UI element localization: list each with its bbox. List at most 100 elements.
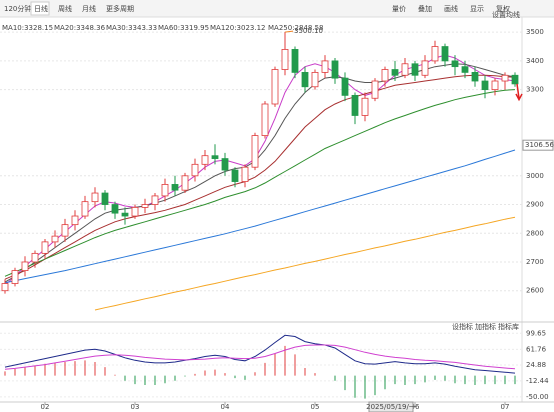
- candle-body: [371, 80, 379, 99]
- period-tab[interactable]: 周线: [58, 4, 72, 13]
- candle-body: [191, 163, 199, 177]
- legend-entry: MA10:3328.15: [2, 24, 53, 32]
- indicator-tool[interactable]: 指标库: [498, 322, 519, 331]
- candle-body: [121, 212, 129, 217]
- x-tick-label: 04: [221, 403, 230, 411]
- toolbar: [0, 0, 554, 17]
- candle-body: [431, 46, 439, 62]
- y-tick-label: -50.00: [526, 393, 549, 401]
- candle-body: [241, 166, 249, 182]
- candle-body: [321, 60, 329, 73]
- tool-button[interactable]: 量价: [392, 5, 406, 13]
- y-tick-label: 2700: [526, 258, 544, 266]
- candle-body: [401, 63, 409, 76]
- tool-button[interactable]: 复权: [496, 4, 510, 13]
- candle-body: [21, 261, 29, 272]
- x-tick-label: 07: [501, 403, 510, 411]
- tool-button[interactable]: 显示: [470, 5, 484, 13]
- candle-body: [331, 60, 339, 79]
- legend-entry: MA20:3348.36: [54, 24, 106, 32]
- ma-line: [4, 63, 516, 283]
- candle-body: [461, 66, 469, 73]
- annotation-label: 3500.10: [294, 27, 323, 35]
- ma-line: [4, 54, 516, 286]
- candle-body: [31, 252, 39, 263]
- tab-active: [30, 1, 50, 16]
- y-tick-label: 3300: [526, 86, 544, 94]
- period-tab[interactable]: 120分钟: [4, 4, 31, 13]
- candle-body: [501, 74, 509, 82]
- candle-body: [81, 201, 89, 217]
- candle-body: [301, 71, 309, 88]
- candle-body: [511, 74, 519, 85]
- x-tick-label: 05: [311, 403, 320, 411]
- period-tab[interactable]: 更多周期: [106, 4, 134, 13]
- period-tab[interactable]: 日线: [34, 4, 48, 13]
- legend-entry: MA250:2848.58: [268, 24, 324, 32]
- candle-body: [251, 135, 259, 168]
- candle-body: [471, 71, 479, 82]
- price-tag: 3106.56: [525, 141, 554, 149]
- candle-body: [291, 49, 299, 73]
- candle-body: [41, 241, 49, 254]
- y-tick-label: -12.44: [526, 377, 549, 385]
- candle-body: [451, 60, 459, 68]
- candle-body: [11, 270, 19, 284]
- cursor-date-box: [368, 401, 414, 412]
- period-tab[interactable]: 月线: [82, 4, 96, 13]
- candle-body: [341, 77, 349, 96]
- candle-body: [101, 192, 109, 205]
- y-tick-label: 3000: [526, 172, 544, 180]
- trend-arrow: [515, 83, 523, 102]
- candle-body: [151, 195, 159, 205]
- candle-body: [491, 80, 499, 91]
- tool-button[interactable]: 叠加: [418, 4, 432, 13]
- legend-entry: MA120:3023.12: [210, 24, 266, 32]
- y-tick-label: 3500: [526, 28, 544, 36]
- y-tick-label: 2600: [526, 287, 544, 295]
- candle-body: [51, 235, 59, 243]
- candle-body: [91, 192, 99, 203]
- candle-body: [381, 69, 389, 82]
- ma-line: [4, 149, 516, 284]
- y-tick-label: 99.65: [526, 329, 546, 337]
- y-tick-label: 3400: [526, 57, 544, 65]
- candle-body: [201, 155, 209, 165]
- y-tick-label: 61.76: [526, 345, 547, 353]
- y-tick-label: 24.88: [526, 361, 546, 369]
- candle-body: [221, 158, 229, 171]
- indicator-tool[interactable]: 加指标: [475, 322, 496, 331]
- price-tag-box: [522, 139, 554, 151]
- candle-body: [261, 103, 269, 136]
- candle-body: [361, 97, 369, 116]
- y-tick-label: 2800: [526, 229, 544, 237]
- tool-button[interactable]: 画线: [444, 4, 458, 13]
- candle-body: [271, 69, 279, 105]
- legend-entry: MA60:3319.95: [158, 24, 209, 32]
- ma-line: [4, 74, 516, 280]
- macd-line: [4, 344, 516, 370]
- candle-body: [231, 169, 239, 182]
- candle-body: [71, 215, 79, 226]
- ma-settings[interactable]: 设置均线: [492, 10, 520, 19]
- candle-body: [311, 71, 319, 88]
- candle-body: [441, 46, 449, 62]
- x-tick-label: 06: [411, 403, 420, 411]
- x-tick-label: 02: [41, 403, 50, 411]
- candle-body: [111, 204, 119, 214]
- candle-body: [161, 184, 169, 197]
- candle-body: [211, 155, 219, 159]
- candle-body: [391, 69, 399, 76]
- cursor-date: 2025/05/19/一: [366, 403, 416, 411]
- y-tick-label: 2900: [526, 201, 544, 209]
- candle-body: [351, 94, 359, 116]
- ma-line: [4, 89, 516, 277]
- annotation-leader: [284, 30, 294, 33]
- ma-line: [94, 216, 516, 311]
- candle-body: [131, 207, 139, 217]
- macd-line: [4, 334, 516, 374]
- indicator-tool[interactable]: 设指标: [452, 322, 473, 331]
- candle-body: [141, 204, 149, 208]
- candle-body: [1, 283, 9, 292]
